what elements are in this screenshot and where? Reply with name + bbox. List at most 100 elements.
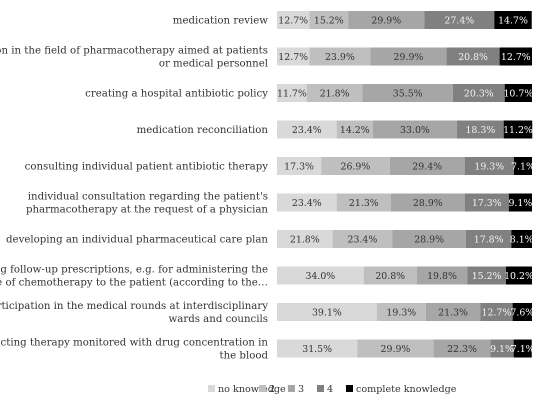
data-label: 7.6% (510, 307, 534, 318)
category-label-line: issuing follow-up prescriptions, e.g. fo… (0, 265, 268, 276)
category-label: education in the field of pharmacotherap… (0, 46, 268, 70)
bar-segment (457, 120, 504, 139)
bar-segment (424, 11, 495, 29)
category-label: individual consultation regarding the pa… (26, 192, 268, 216)
data-label: 26.9% (341, 161, 371, 172)
data-label: 12.7% (501, 52, 531, 63)
data-label: 28.9% (414, 234, 444, 245)
category-label-line: creating a hospital antibiotic policy (85, 89, 268, 100)
data-label: 21.8% (320, 88, 350, 99)
data-label: 17.8% (474, 234, 504, 245)
bar-segment (464, 193, 509, 212)
data-label: 15.2% (314, 15, 344, 26)
data-label: 10.2% (504, 271, 534, 282)
bar-segment (490, 339, 514, 358)
category-label-line: wards and councils (169, 314, 268, 325)
bar-segment (348, 11, 425, 29)
category-label-line: pharmacotherapy at the request of a phys… (26, 205, 268, 216)
bar-segment (306, 84, 363, 102)
category-label-line: consulting individual patient antibiotic… (25, 162, 269, 173)
category-label: conducting therapy monitored with drug c… (0, 338, 268, 362)
bar-segment (446, 47, 500, 66)
bar-segment (277, 266, 364, 285)
legend-label: no knowledge (218, 384, 286, 395)
data-label: 14.2% (340, 125, 370, 136)
legend-swatch (259, 385, 266, 392)
data-label: 15.2% (472, 271, 502, 282)
data-label: 35.5% (393, 88, 423, 99)
bar-segment (277, 47, 310, 66)
data-label: 18.3% (465, 125, 495, 136)
bar-segment (389, 157, 465, 175)
legend-label: complete knowledge (356, 384, 457, 395)
legend-swatch (346, 385, 353, 392)
category-label-line: education in the field of pharmacotherap… (0, 46, 268, 57)
bar-segment (499, 47, 532, 66)
data-label: 20.3% (464, 88, 494, 99)
category-label-line: next cycle of chemotherapy to the patien… (0, 277, 268, 289)
bar-segment (277, 303, 377, 321)
category-label-line: developing an individual pharmaceutical … (6, 235, 268, 246)
bar-segment (336, 193, 391, 212)
data-label: 29.9% (371, 15, 401, 26)
category-label: consulting individual patient antibiotic… (25, 162, 269, 173)
data-label: 31.5% (302, 344, 332, 355)
data-label: 9.1% (508, 198, 532, 209)
data-label: 21.3% (438, 307, 468, 318)
category-label-line: conducting therapy monitored with drug c… (0, 338, 268, 349)
category-label-line: the blood (220, 351, 269, 362)
data-label: 9.1% (490, 344, 514, 355)
bar-segment (309, 11, 349, 29)
bar-segment (277, 230, 333, 248)
bar-segment (504, 84, 532, 102)
data-label: 10.7% (503, 88, 533, 99)
data-label: 11.2% (503, 125, 533, 136)
category-label: participation in the medical rounds at i… (0, 301, 268, 325)
data-label: 23.4% (348, 234, 378, 245)
data-label: 8.1% (510, 234, 534, 245)
bar-segment (277, 193, 337, 212)
legend-swatch (288, 385, 295, 392)
bar-segment (465, 230, 512, 248)
data-label: 19.3% (474, 161, 504, 172)
legend-label: 2 (269, 384, 275, 395)
legend-label: 4 (327, 384, 333, 395)
data-label: 33.0% (400, 125, 430, 136)
legend-swatch (208, 385, 215, 392)
data-label: 19.8% (427, 271, 457, 282)
data-label: 28.9% (413, 198, 443, 209)
category-label: creating a hospital antibiotic policy (85, 89, 268, 100)
bar-segment (277, 157, 322, 175)
bar-segment (309, 47, 371, 66)
legend-label: 3 (298, 384, 304, 395)
category-label-line: individual consultation regarding the pa… (28, 192, 268, 203)
bar-segment (505, 266, 532, 285)
data-label: 23.4% (292, 125, 322, 136)
data-label: 29.9% (381, 344, 411, 355)
bar-segment (464, 157, 514, 175)
bar-segment (321, 157, 390, 175)
data-label: 21.8% (290, 234, 320, 245)
bar-segment (363, 266, 417, 285)
legend-swatch (317, 385, 324, 392)
bar-segment (416, 266, 468, 285)
data-label: 23.4% (292, 198, 322, 209)
bar-segment (277, 11, 310, 29)
bar-segment (376, 303, 426, 321)
bar-segment (494, 11, 532, 29)
bar-segment (392, 230, 466, 248)
data-label: 20.8% (375, 271, 405, 282)
category-label: developing an individual pharmaceutical … (6, 235, 268, 246)
bar-segment (508, 193, 532, 212)
data-label: 34.0% (305, 271, 335, 282)
bar-segment (512, 303, 532, 321)
bar-segment (503, 120, 533, 139)
data-label: 7.1% (511, 161, 535, 172)
bar-segment (332, 230, 393, 248)
data-label: 14.7% (498, 15, 528, 26)
data-label: 7.1% (511, 344, 535, 355)
category-label: medication review (173, 16, 268, 27)
data-label: 21.3% (349, 198, 379, 209)
data-label: 12.7% (278, 15, 308, 26)
